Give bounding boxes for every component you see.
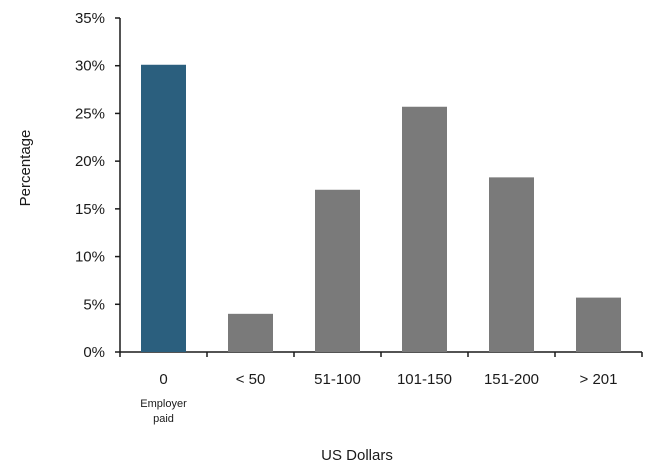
y-tick-label: 10% [75, 249, 105, 266]
bar [576, 297, 621, 352]
y-tick-label: 35% [75, 10, 105, 27]
x-tick-label: 0 [159, 371, 167, 388]
y-tick-label: 20% [75, 153, 105, 170]
x-axis-title: US Dollars [321, 447, 393, 464]
bar [315, 189, 360, 352]
x-tick-sublabel: paid [153, 413, 174, 425]
y-tick-label: 0% [83, 344, 105, 361]
x-tick-label: 51-100 [314, 371, 361, 388]
y-tick-label: 30% [75, 58, 105, 75]
bar [228, 313, 273, 352]
y-tick-label: 5% [83, 296, 105, 313]
x-tick-labels: 0 Employer paid < 50 51-100 101-150 151-200 > 2… [140, 371, 617, 425]
x-tick-label: 101-150 [397, 371, 452, 388]
bar [402, 106, 447, 353]
x-axis [119, 351, 643, 357]
bar [489, 177, 534, 352]
x-tick-sublabel: Employer [140, 398, 187, 410]
y-tick-label: 25% [75, 105, 105, 122]
y-axis-title: Percentage [17, 130, 34, 207]
bars [141, 64, 621, 353]
x-tick-label: 151-200 [484, 371, 539, 388]
y-axis: 0% 5% 10% 15% 20% 25% 30% 35% [75, 10, 121, 361]
x-tick-label: > 201 [580, 371, 618, 388]
y-tick-label: 15% [75, 201, 105, 218]
bar [141, 64, 186, 352]
x-tick-label: < 50 [236, 371, 266, 388]
